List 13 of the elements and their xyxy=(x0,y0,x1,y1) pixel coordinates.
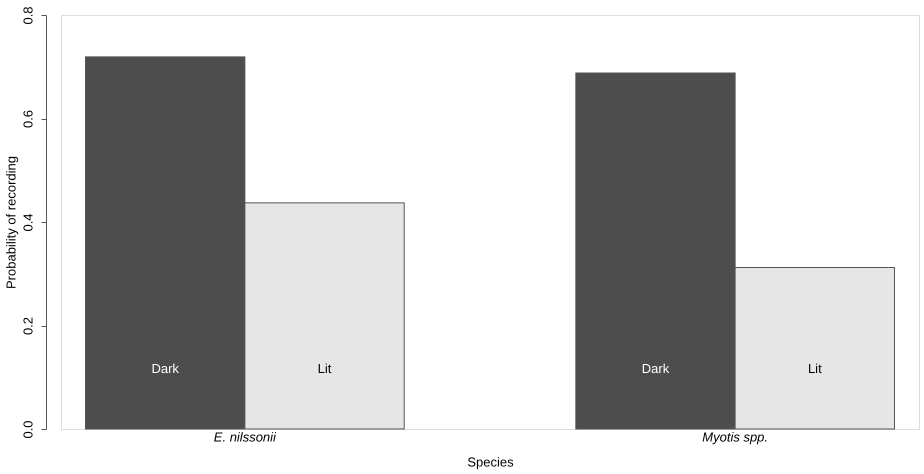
y-tick-label: 0.6 xyxy=(20,110,36,128)
y-tick-label: 0.0 xyxy=(20,420,36,439)
x-axis-title: Species xyxy=(467,454,514,470)
text: Lit xyxy=(808,361,822,376)
series-label: Lit xyxy=(318,361,332,376)
text: Dark xyxy=(642,361,670,376)
x-tick-label: E. nilssonii xyxy=(214,430,278,444)
y-tick-label: 0.4 xyxy=(20,213,36,232)
y-tick-label: 0.8 xyxy=(20,6,36,25)
series-label: Dark xyxy=(151,361,180,376)
y-axis-title: Probability of recording xyxy=(4,156,18,289)
x-tick-label: Myotis spp. xyxy=(702,430,768,444)
y-tick-label: 0.2 xyxy=(20,316,36,336)
